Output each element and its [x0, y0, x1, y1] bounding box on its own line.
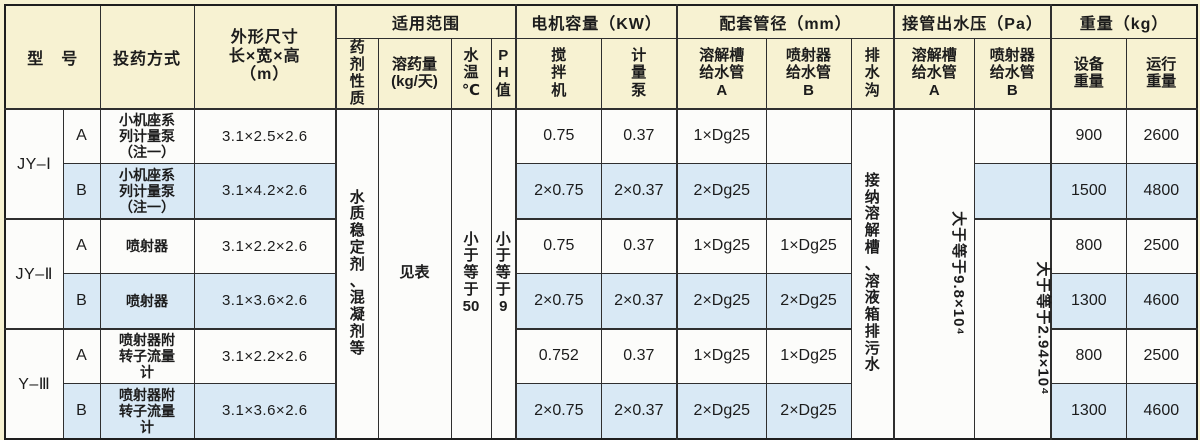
col-group-pipe-diameter: 配套管径（mm） [676, 4, 895, 39]
col-group-motor-capacity: 电机容量（KW） [515, 4, 678, 39]
col-header-mixer: 搅 拌 机 [515, 37, 602, 109]
pipe-a-cell: 1×Dg25 [676, 327, 767, 384]
mixer-cell: 2×0.75 [515, 383, 602, 439]
pressure-b-cell [973, 163, 1052, 219]
dosing-cell: 喷射器附 转子流量 计 [99, 383, 195, 439]
dissolve-amount-cell: 见表 [377, 107, 452, 439]
dimensions-cell: 3.1×2.2×2.6 [193, 217, 337, 274]
run-weight-cell: 2500 [1125, 327, 1198, 384]
dimensions-cell: 3.1×3.6×2.6 [193, 383, 337, 439]
table-row: B 喷射器 3.1×3.6×2.6 2×0.75 2×0.37 2×Dg25 2… [5, 273, 1198, 329]
dimensions-cell: 3.1×2.2×2.6 [193, 327, 337, 384]
mixer-cell: 0.752 [515, 327, 602, 384]
variant-cell: A [62, 107, 101, 164]
metering-pump-cell: 0.37 [600, 327, 678, 384]
pipe-b-cell: 2×Dg25 [765, 383, 852, 439]
variant-cell: B [62, 273, 101, 329]
col-header-pipe-b: 喷射器 给水管 B [765, 37, 852, 109]
metering-pump-cell: 0.37 [600, 107, 678, 164]
col-header-pressure-b: 喷射器 给水管 B [973, 37, 1052, 109]
col-header-water-temp: 水 温 ℃ [450, 37, 492, 109]
col-header-model: 型 号 [4, 4, 101, 109]
pipe-a-cell: 1×Dg25 [676, 107, 767, 164]
metering-pump-cell: 2×0.37 [600, 163, 678, 219]
metering-pump-cell: 2×0.37 [600, 383, 678, 439]
drain-cell: 接 纳 溶 解 槽 、 溶 液 箱 排 污 水 [850, 107, 895, 439]
equip-weight-cell: 1300 [1050, 383, 1127, 439]
variant-cell: B [62, 383, 101, 439]
table-row: JY–Ⅱ A 喷射器 3.1×2.2×2.6 0.75 0.37 1×Dg25 … [4, 217, 1198, 439]
mixer-cell: 0.75 [515, 107, 602, 164]
dimensions-cell: 3.1×4.2×2.6 [193, 163, 337, 219]
equip-weight-cell: 1500 [1050, 163, 1127, 219]
pressure-b-cell [973, 107, 1052, 164]
dosing-cell: 小机座系 列计量泵 （注一） [99, 107, 195, 164]
table-row: B 喷射器附 转子流量 计 3.1×3.6×2.6 2×0.75 2×0.37 … [5, 383, 1198, 439]
table-row: JY–Ⅰ A 小机座系 列计量泵 （注一） 3.1×2.5×2.6 水 质 稳 … [4, 107, 1198, 439]
col-group-outlet-pressure: 接管出水压（Pa） [893, 4, 1052, 39]
pressure-a-cell: 大于等于9.8×10⁴ [893, 107, 975, 439]
col-header-dimensions: 外形尺寸 长×宽×高 （m） [193, 4, 337, 109]
pipe-a-cell: 2×Dg25 [676, 383, 767, 439]
pipe-b-cell [765, 107, 852, 164]
equip-weight-cell: 900 [1050, 107, 1127, 164]
pipe-a-cell: 1×Dg25 [676, 217, 767, 274]
col-header-drain: 排 水 沟 [850, 37, 895, 109]
dosing-cell: 喷射器 [99, 273, 195, 329]
pipe-a-cell: 2×Dg25 [676, 273, 767, 329]
table-row: Y–Ⅲ A 喷射器附 转子流量 计 3.1×2.2×2.6 0.752 0.37… [4, 327, 1198, 439]
model-cell: JY–Ⅱ [4, 217, 64, 329]
pressure-a-value: 大于等于9.8×10⁴ [949, 211, 967, 336]
col-header-metering-pump: 计 量 泵 [600, 37, 678, 109]
pipe-a-cell: 2×Dg25 [676, 163, 767, 219]
col-header-dosing-method: 投药方式 [99, 4, 195, 109]
model-cell: Y–Ⅲ [4, 327, 64, 439]
run-weight-cell: 4600 [1125, 383, 1198, 439]
mixer-cell: 2×0.75 [515, 273, 602, 329]
chemical-nature-cell: 水 质 稳 定 剂 、 混 凝 剂 等 [335, 107, 379, 439]
equip-weight-cell: 800 [1050, 327, 1127, 384]
pipe-b-cell [765, 163, 852, 219]
dosing-cell: 喷射器 [99, 217, 195, 274]
col-header-ph: P H 值 [490, 37, 517, 109]
col-group-application-range: 适用范围 [335, 4, 517, 39]
run-weight-cell: 4800 [1125, 163, 1198, 219]
dimensions-cell: 3.1×2.5×2.6 [193, 107, 337, 164]
run-weight-cell: 2600 [1125, 107, 1198, 164]
spec-table: 型 号 投药方式 外形尺寸 长×宽×高 （m） 适用范围 电机容量（KW） 配套… [4, 4, 1199, 440]
header-group-row: 型 号 投药方式 外形尺寸 长×宽×高 （m） 适用范围 电机容量（KW） 配套… [4, 4, 1198, 109]
col-header-run-weight: 运行 重量 [1125, 37, 1198, 109]
model-cell: JY–Ⅰ [4, 107, 64, 219]
mixer-cell: 2×0.75 [515, 163, 602, 219]
variant-cell: A [62, 217, 101, 274]
dosing-cell: 小机座系 列计量泵 （注一） [99, 163, 195, 219]
metering-pump-cell: 0.37 [600, 217, 678, 274]
col-header-pressure-a: 溶解槽 给水管 A [893, 37, 975, 109]
col-header-dissolve-amount: 溶药量 (kg/天) [377, 37, 452, 109]
col-header-pipe-a: 溶解槽 给水管 A [676, 37, 767, 109]
table-row: B 小机座系 列计量泵 （注一） 3.1×4.2×2.6 2×0.75 2×0.… [5, 163, 1198, 219]
pressure-b-value: 大于等于2.94×10⁴ [1034, 261, 1052, 396]
water-temp-cell: 小 于 等 于 50 [450, 107, 492, 439]
col-group-weight: 重量（kg） [1050, 4, 1198, 39]
pipe-b-cell: 1×Dg25 [765, 327, 852, 384]
variant-cell: A [62, 327, 101, 384]
col-header-chemical-nature: 药 剂 性 质 [335, 37, 379, 109]
ph-cell: 小 于 等 于 9 [490, 107, 517, 439]
equip-weight-cell: 1300 [1050, 273, 1127, 329]
equip-weight-cell: 800 [1050, 217, 1127, 274]
mixer-cell: 0.75 [515, 217, 602, 274]
pipe-b-cell: 1×Dg25 [765, 217, 852, 274]
pipe-b-cell: 2×Dg25 [765, 273, 852, 329]
metering-pump-cell: 2×0.37 [600, 273, 678, 329]
run-weight-cell: 2500 [1125, 217, 1198, 274]
dimensions-cell: 3.1×3.6×2.6 [193, 273, 337, 329]
pressure-b-cell: 大于等于2.94×10⁴ [973, 217, 1052, 439]
run-weight-cell: 4600 [1125, 273, 1198, 329]
col-header-equip-weight: 设备 重量 [1050, 37, 1127, 109]
variant-cell: B [62, 163, 101, 219]
header-sub-row: 药 剂 性 质 溶药量 (kg/天) 水 温 ℃ P H 值 搅 拌 机 计 量… [5, 37, 1198, 109]
dosing-cell: 喷射器附 转子流量 计 [99, 327, 195, 384]
